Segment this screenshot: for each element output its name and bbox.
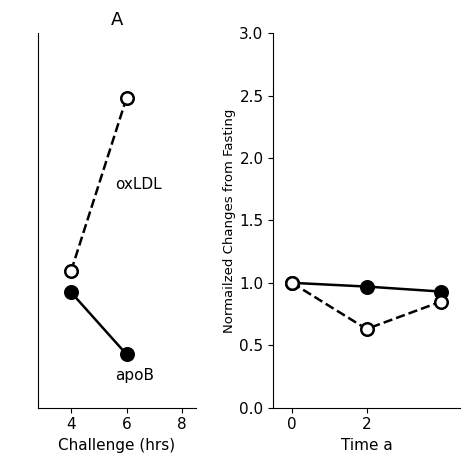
- X-axis label: Time a: Time a: [341, 438, 392, 453]
- Title: A: A: [110, 11, 123, 29]
- Y-axis label: Normailzed Changes from Fasting: Normailzed Changes from Fasting: [224, 108, 237, 333]
- Text: apoB: apoB: [116, 368, 155, 383]
- X-axis label: Challenge (hrs): Challenge (hrs): [58, 438, 175, 453]
- Text: oxLDL: oxLDL: [116, 177, 162, 192]
